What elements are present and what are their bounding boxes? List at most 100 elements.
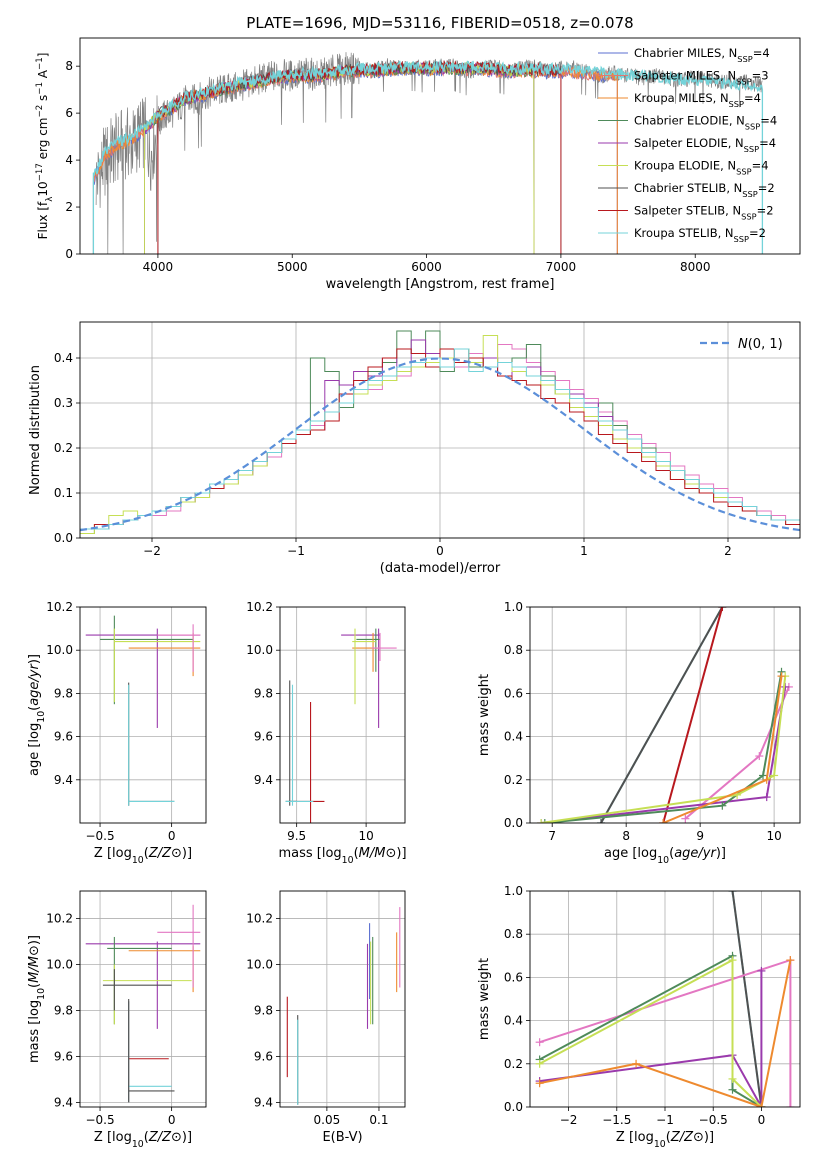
y-tick-label: 0.8 <box>504 927 523 941</box>
x-tick-label: 0 <box>168 829 176 843</box>
weight-marker <box>770 771 779 780</box>
y-tick-label: 0.2 <box>504 1057 523 1071</box>
x-tick-label: −2 <box>143 544 161 558</box>
x-axis-label: E(B-V) <box>322 1130 362 1145</box>
y-tick-label: 2 <box>65 200 73 214</box>
error-point <box>356 628 380 672</box>
y-tick-label: 10.2 <box>46 600 73 614</box>
x-tick-label: 0 <box>758 1113 766 1127</box>
legend-entry-label: N(0, 1) <box>738 337 783 352</box>
y-tick-label: 0 <box>65 247 73 261</box>
x-axis-label: (data-model)/error <box>380 561 501 576</box>
weight-line <box>731 891 763 1107</box>
x-tick-label: 0.1 <box>369 1113 388 1127</box>
y-tick-label: 0.0 <box>54 531 73 545</box>
weight-line <box>662 675 783 823</box>
x-axis-label: wavelength [Angstrom, rest frame] <box>326 277 555 292</box>
axes-frame <box>79 606 207 824</box>
y-tick-label: 0.0 <box>504 1100 523 1114</box>
y-axis-label: mass [log10(M/M⊙)] <box>27 935 47 1063</box>
plot-area <box>92 52 764 254</box>
y-tick-label: 0.1 <box>54 486 73 500</box>
weight-marker <box>786 1103 795 1107</box>
weight-marker <box>718 801 727 810</box>
x-tick-label: 4000 <box>143 260 174 274</box>
weight-marker <box>728 891 737 895</box>
x-tick-label: 7000 <box>546 260 577 274</box>
figure-title: PLATE=1696, MJD=53116, FIBERID=0518, z=0… <box>246 14 633 32</box>
panel-age-vs-Z: −0.5 0 9.4 9.6 9.8 10.0 10.2 Z [log10(Z/Z⊙)] age… <box>27 600 207 866</box>
x-axis-label: Z [log10(Z/Z⊙)] <box>94 846 192 866</box>
normal-reference-curve <box>80 357 800 532</box>
weight-marker <box>535 1038 544 1047</box>
x-tick-label: 10 <box>766 829 781 843</box>
y-tick-label: 1.0 <box>504 884 523 898</box>
axes-frame <box>79 37 801 255</box>
axes-frame <box>279 890 406 1108</box>
x-tick-label: 8000 <box>680 260 711 274</box>
y-tick-label: 9.8 <box>254 686 273 700</box>
weight-marker <box>535 1079 544 1088</box>
y-axis-label: Flux [fλ10−17 erg cm−2 s−1 A−1] <box>35 53 55 240</box>
weight-line <box>600 607 724 823</box>
y-tick-label: 9.8 <box>54 1003 73 1017</box>
y-axis-label: mass weight <box>477 958 492 1040</box>
y-tick-label: 10.2 <box>246 600 273 614</box>
y-tick-label: 10.0 <box>46 643 73 657</box>
legend-entry-label: Chabrier ELODIE, NSSP=4 <box>634 114 777 132</box>
y-tick-label: 9.6 <box>254 730 273 744</box>
x-tick-label: 0.05 <box>314 1113 341 1127</box>
y-tick-label: 9.8 <box>54 686 73 700</box>
y-tick-label: 1.0 <box>504 600 523 614</box>
x-tick-label: 0 <box>436 544 444 558</box>
weight-marker <box>728 956 737 965</box>
y-axis-label: age [log10(age/yr)] <box>27 654 47 776</box>
axes-frame <box>79 321 801 539</box>
weight-marker <box>757 966 766 975</box>
y-tick-label: 10.2 <box>246 912 273 926</box>
legend-entry-label: Chabrier MILES, NSSP=4 <box>634 46 770 64</box>
x-axis-label: Z [log10(Z/Z⊙)] <box>94 1130 192 1150</box>
x-tick-label: −1 <box>656 1113 674 1127</box>
panel-age-vs-mass: 9.5 10 9.4 9.6 9.8 10.0 10.2 mass [log10(M/M⊙)] <box>246 600 406 866</box>
error-point <box>102 969 172 1011</box>
y-tick-label: 10.0 <box>46 958 73 972</box>
legend: Chabrier MILES, NSSP=4 Salpeter MILES, NS… <box>598 46 777 244</box>
axes-frame <box>279 606 406 824</box>
weight-line <box>539 959 792 1107</box>
model-spectrum-line <box>92 63 618 254</box>
x-tick-label: 10 <box>358 829 373 843</box>
y-tick-label: 9.8 <box>254 1003 273 1017</box>
y-tick-label: 9.6 <box>54 1049 73 1063</box>
weight-marker <box>659 819 668 823</box>
panel-mass-vs-Z: −0.5 0 9.4 9.6 9.8 10.0 10.2 Z [log10(Z/Z⊙)] mas… <box>27 890 207 1150</box>
weight-marker <box>762 793 771 802</box>
error-point <box>157 624 201 672</box>
plot-area <box>80 607 206 823</box>
weight-marker <box>535 1059 544 1068</box>
y-tick-label: 0.6 <box>504 686 523 700</box>
weight-line <box>662 607 724 823</box>
x-axis-label: mass [log10(M/M⊙)] <box>278 846 406 866</box>
weight-marker <box>759 771 768 780</box>
weight-line <box>540 675 787 823</box>
panel-weight-vs-age: 7 8 9 10 0.0 0.2 0.4 0.6 0.8 1.0 age [log10(age/yr… <box>477 600 801 866</box>
y-tick-label: 4 <box>65 153 73 167</box>
y-tick-label: 0.4 <box>54 351 73 365</box>
x-tick-label: 5000 <box>277 260 308 274</box>
y-tick-label: 10.0 <box>246 643 273 657</box>
error-point <box>128 999 175 1103</box>
weight-line <box>539 970 763 1107</box>
x-tick-label: 9.5 <box>287 829 306 843</box>
weight-line <box>540 686 787 823</box>
x-axis-label: age [log10(age/yr)] <box>604 846 726 866</box>
error-point <box>128 684 175 806</box>
error-point <box>289 702 325 823</box>
y-tick-label: 0.6 <box>504 970 523 984</box>
model-spectrum-line <box>92 59 764 254</box>
weight-marker <box>597 819 606 823</box>
panel-mass-vs-EBV: 0.05 0.1 9.4 9.6 9.8 10.0 10.2 E(B-V) <box>246 890 406 1145</box>
y-tick-label: 10.0 <box>246 958 273 972</box>
y-tick-label: 0.3 <box>54 396 73 410</box>
